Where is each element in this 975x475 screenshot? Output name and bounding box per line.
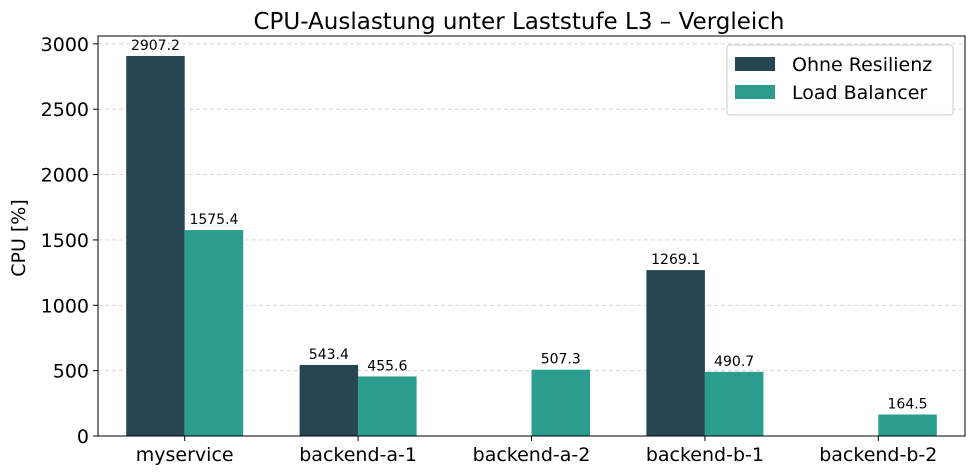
legend-label: Ohne Resilienz <box>792 54 932 76</box>
legend-swatch <box>735 57 775 71</box>
y-tick-label: 1500 <box>41 230 89 252</box>
x-tick-label: myservice <box>136 444 234 466</box>
bar <box>184 230 244 436</box>
axes: 0 500 1000 1500 2000 2500 3000 myservice backend… <box>41 34 966 466</box>
x-tick-label: backend-a-2 <box>473 444 591 466</box>
legend-box <box>726 44 954 116</box>
value-label: 164.5 <box>888 396 928 412</box>
bar <box>878 414 937 436</box>
y-tick-label: 1000 <box>41 295 89 317</box>
y-tick-label: 0 <box>77 426 89 448</box>
bar <box>358 376 417 436</box>
x-tick-label: backend-b-2 <box>819 444 937 466</box>
value-label: 507.3 <box>541 352 581 368</box>
y-tick-label: 500 <box>53 361 89 383</box>
bar <box>704 371 764 436</box>
value-labels: 2907.2 1575.4 543.4 455.6 507.3 1269.1 490.7 16… <box>131 38 928 413</box>
y-tick-label: 2500 <box>41 99 89 121</box>
bar <box>531 369 590 436</box>
bar <box>299 364 359 436</box>
y-tick-label: 2000 <box>41 165 89 187</box>
bar <box>646 270 705 436</box>
legend-label: Load Balancer <box>792 82 927 104</box>
legend-swatch <box>735 85 775 99</box>
value-label: 490.7 <box>714 354 754 370</box>
x-tick-label: backend-a-1 <box>299 444 417 466</box>
x-tick-label: backend-b-1 <box>646 444 764 466</box>
chart-title: CPU-Auslastung unter Laststufe L3 – Verg… <box>253 9 784 35</box>
bars <box>126 55 937 437</box>
legend: Ohne Resilienz Load Balancer <box>726 44 954 116</box>
value-label: 455.6 <box>367 358 407 374</box>
value-label: 1575.4 <box>189 212 238 228</box>
y-axis-label: CPU [%] <box>8 199 30 277</box>
plot-frame <box>97 35 966 437</box>
y-tick-label: 3000 <box>41 34 89 56</box>
value-label: 2907.2 <box>131 38 180 54</box>
value-label: 1269.1 <box>651 252 700 268</box>
value-label: 543.4 <box>309 347 349 363</box>
bar <box>126 55 185 437</box>
